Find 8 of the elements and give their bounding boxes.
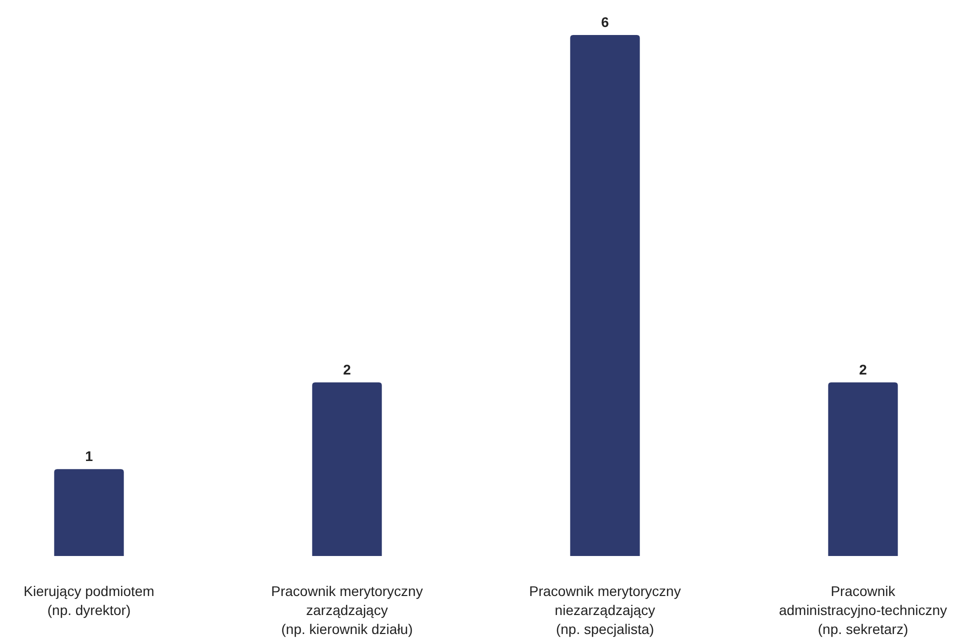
data-label: 1 (85, 448, 94, 464)
x-tick-label: Kierujący podmiotem (np. dyrektor) (24, 583, 154, 618)
x-tick-label: Pracownik administracyjno-techniczny (np. sekretarz) (778, 583, 948, 637)
data-label: 6 (601, 14, 610, 30)
x-tick-label: Pracownik merytoryczny zarządzający (np. kierownik działu) (271, 583, 423, 637)
x-tick-label: Pracownik merytoryczny niezarządzający (np. specjalista) (529, 583, 681, 637)
data-label: 2 (343, 361, 352, 378)
data-label: 2 (859, 361, 868, 378)
